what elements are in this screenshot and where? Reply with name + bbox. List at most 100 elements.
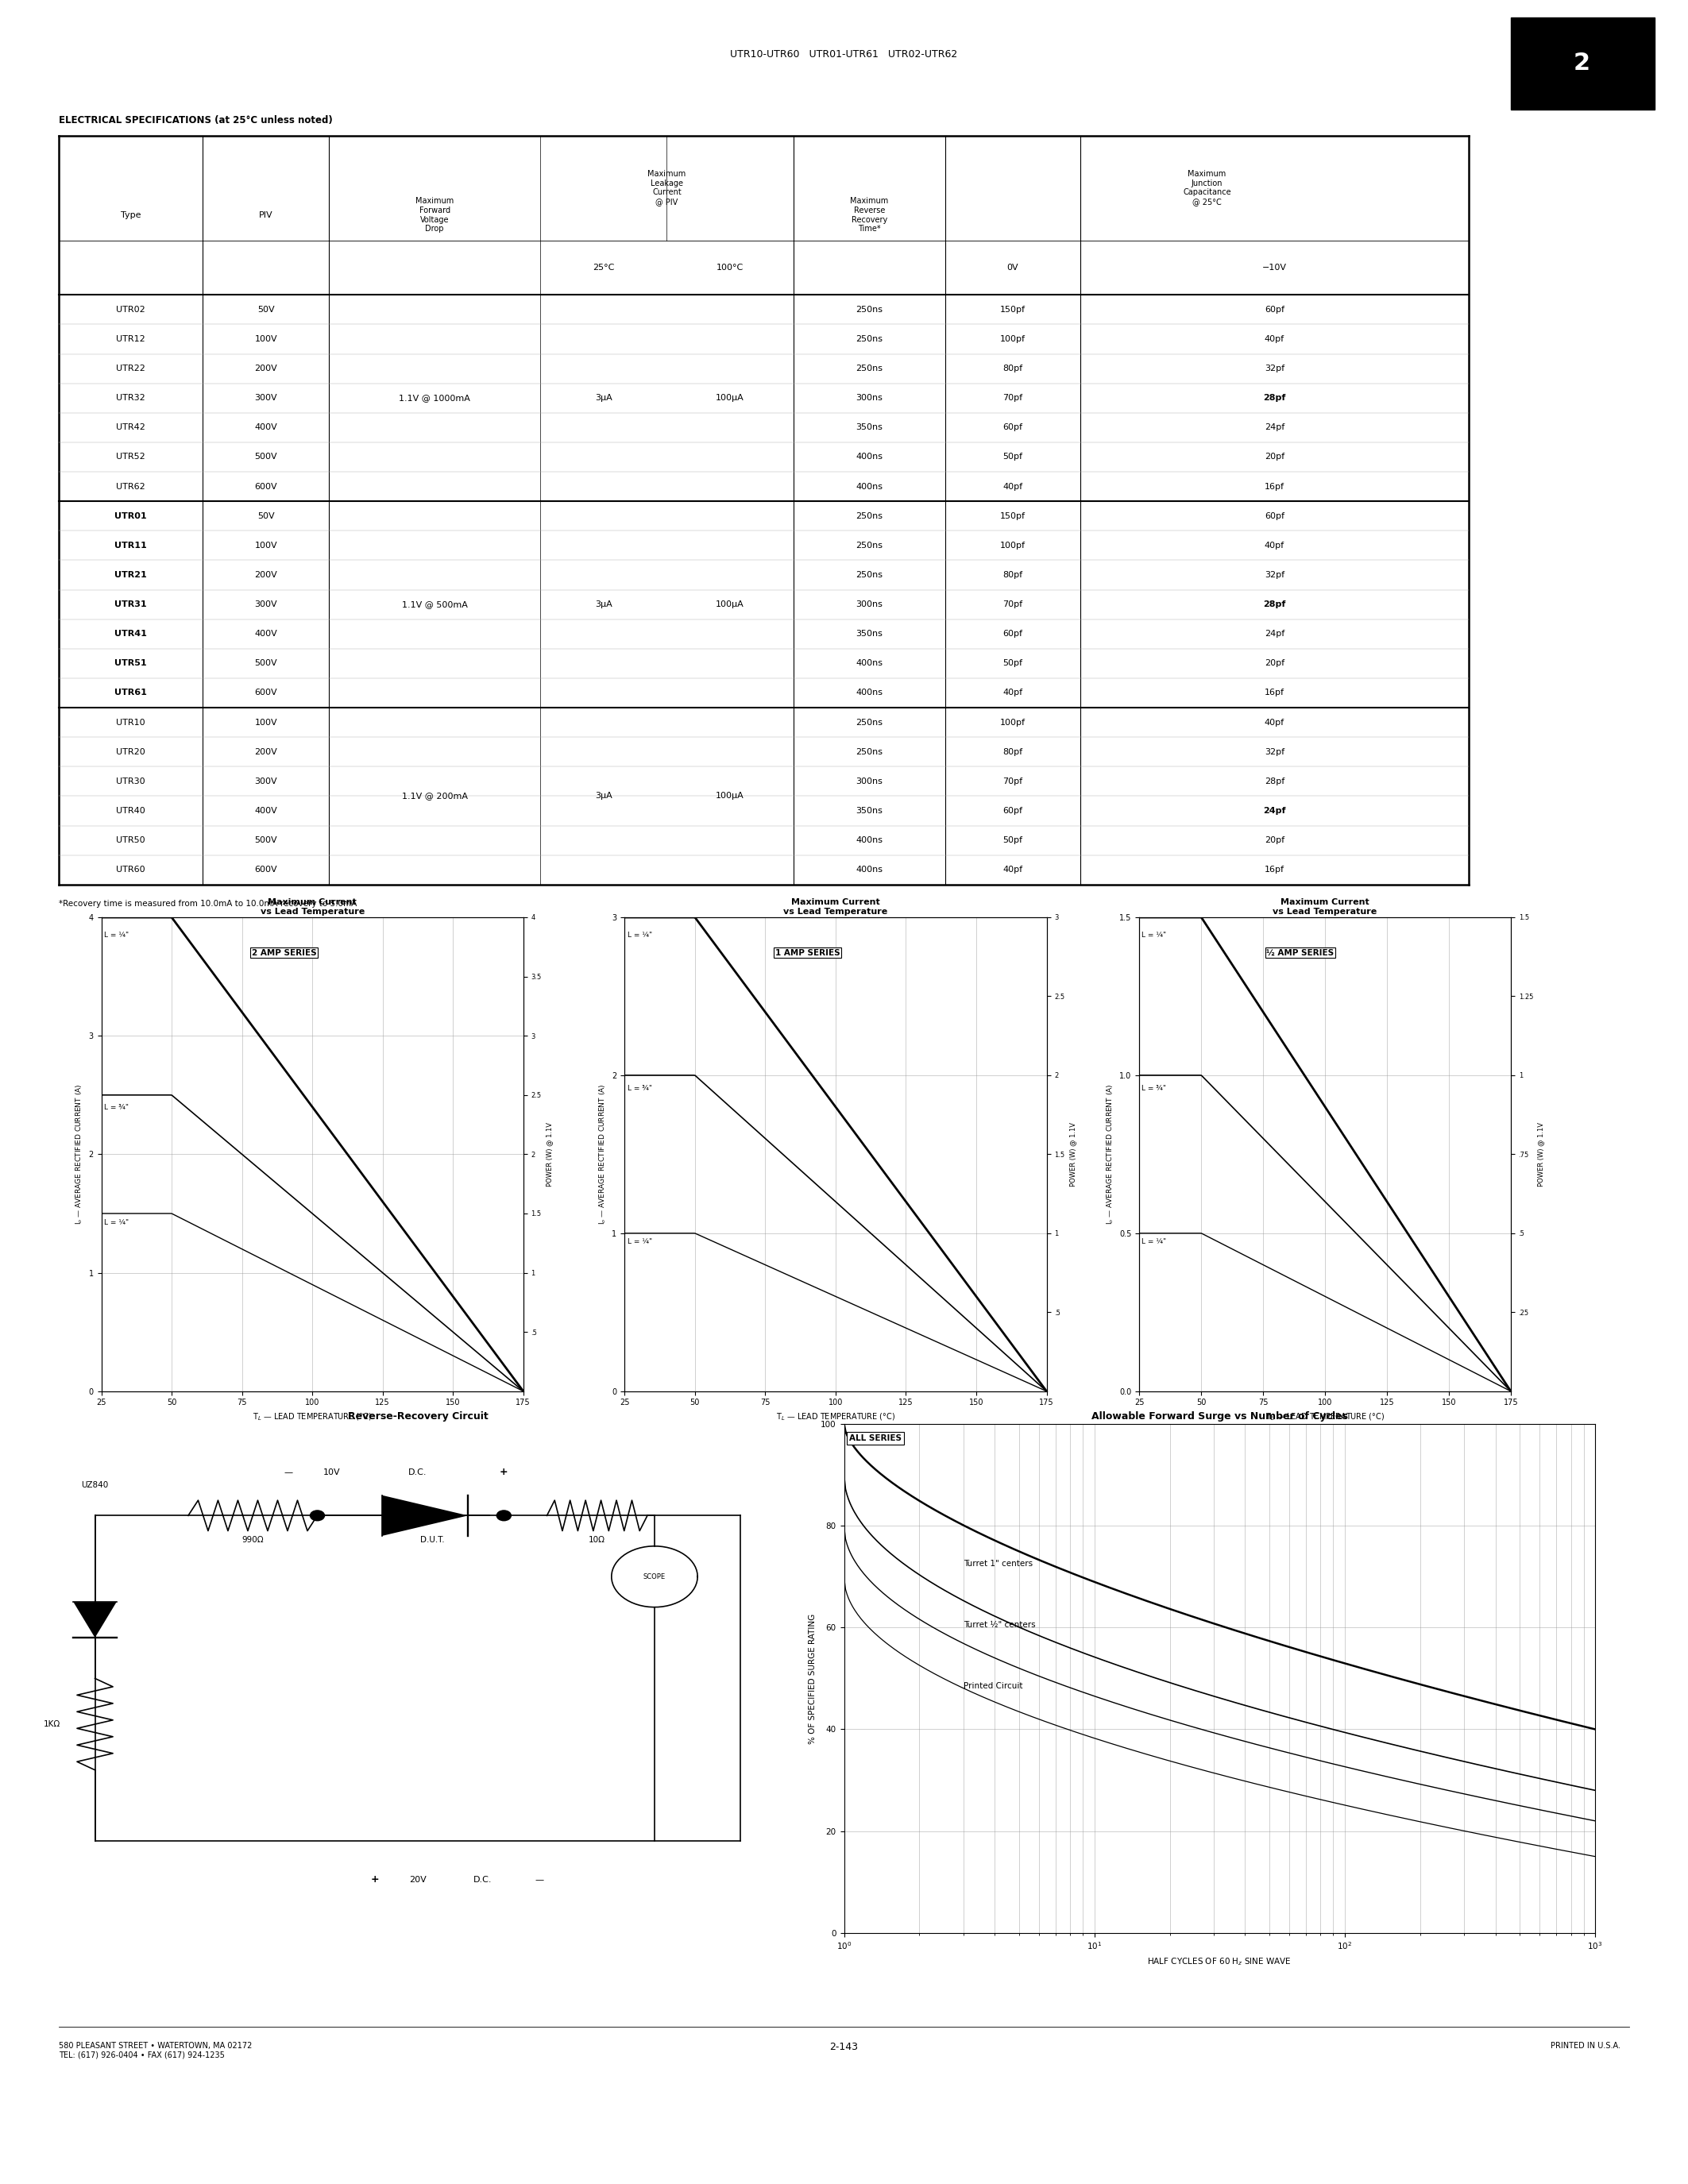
Text: Maximum
Junction
Capacitance
@ 25°C: Maximum Junction Capacitance @ 25°C: [1183, 170, 1231, 205]
Text: L = ¼": L = ¼": [628, 933, 652, 939]
Text: 400ns: 400ns: [856, 836, 883, 845]
Text: 20pf: 20pf: [1264, 660, 1285, 668]
Text: 70pf: 70pf: [1003, 601, 1023, 609]
Text: L = ¼": L = ¼": [1141, 1238, 1166, 1245]
Text: 16pf: 16pf: [1264, 865, 1285, 874]
Text: 300ns: 300ns: [856, 601, 883, 609]
Text: 400ns: 400ns: [856, 660, 883, 668]
Text: 200V: 200V: [255, 570, 277, 579]
Text: UTR12: UTR12: [116, 334, 145, 343]
Text: 1.1V @ 200mA: 1.1V @ 200mA: [402, 793, 468, 799]
Text: 500V: 500V: [255, 452, 277, 461]
Text: —: —: [535, 1876, 544, 1883]
Y-axis label: I$_o$ — AVERAGE RECTIFIED CURRENT (A): I$_o$ — AVERAGE RECTIFIED CURRENT (A): [598, 1083, 608, 1225]
Text: +: +: [500, 1468, 508, 1476]
Text: 20pf: 20pf: [1264, 836, 1285, 845]
Text: 600V: 600V: [255, 865, 277, 874]
Text: UTR51: UTR51: [115, 660, 147, 668]
Text: 300ns: 300ns: [856, 778, 883, 786]
Text: 80pf: 80pf: [1003, 365, 1023, 373]
Text: 16pf: 16pf: [1264, 483, 1285, 491]
Text: ALL SERIES: ALL SERIES: [849, 1435, 901, 1441]
Text: 250ns: 250ns: [856, 542, 883, 550]
Text: 350ns: 350ns: [856, 424, 883, 432]
Text: UTR32: UTR32: [116, 393, 145, 402]
Text: D.C.: D.C.: [408, 1468, 427, 1476]
Text: UTR11: UTR11: [115, 542, 147, 550]
Text: 3μA: 3μA: [594, 393, 613, 402]
Text: 3μA: 3μA: [594, 793, 613, 799]
Text: 350ns: 350ns: [856, 806, 883, 815]
Text: 300V: 300V: [255, 778, 277, 786]
Y-axis label: I$_o$ — AVERAGE RECTIFIED CURRENT (A): I$_o$ — AVERAGE RECTIFIED CURRENT (A): [1106, 1083, 1116, 1225]
Polygon shape: [381, 1496, 468, 1535]
Text: UTR41: UTR41: [115, 629, 147, 638]
Text: 80pf: 80pf: [1003, 747, 1023, 756]
Text: UTR10-UTR60   UTR01-UTR61   UTR02-UTR62: UTR10-UTR60 UTR01-UTR61 UTR02-UTR62: [731, 50, 957, 59]
Circle shape: [311, 1511, 324, 1520]
Y-axis label: POWER (W) @ 1.1V: POWER (W) @ 1.1V: [545, 1123, 554, 1186]
Text: 1.1V @ 1000mA: 1.1V @ 1000mA: [398, 393, 471, 402]
Text: 500V: 500V: [255, 660, 277, 668]
Text: L = ¼": L = ¼": [105, 933, 128, 939]
Bar: [1511, 17, 1654, 109]
Text: 100V: 100V: [255, 542, 277, 550]
Text: 10V: 10V: [322, 1468, 341, 1476]
Text: 1 AMP SERIES: 1 AMP SERIES: [775, 948, 841, 957]
Text: 400ns: 400ns: [856, 865, 883, 874]
Y-axis label: POWER (W) @ 1.1V: POWER (W) @ 1.1V: [1069, 1123, 1077, 1186]
Text: 100V: 100V: [255, 719, 277, 727]
Text: 100μA: 100μA: [716, 393, 744, 402]
Text: —: —: [284, 1468, 294, 1476]
Text: UTR20: UTR20: [116, 747, 145, 756]
Text: 40pf: 40pf: [1264, 542, 1285, 550]
Text: UTR42: UTR42: [116, 424, 145, 432]
Text: L = ¾": L = ¾": [628, 1085, 652, 1092]
Text: 400V: 400V: [255, 629, 277, 638]
Text: 60pf: 60pf: [1264, 306, 1285, 314]
Text: ½ AMP SERIES: ½ AMP SERIES: [1266, 948, 1334, 957]
Text: 100pf: 100pf: [999, 542, 1026, 550]
Text: 24pf: 24pf: [1264, 629, 1285, 638]
Text: UTR22: UTR22: [116, 365, 145, 373]
Text: 350ns: 350ns: [856, 629, 883, 638]
Title: Maximum Current
vs Lead Temperature: Maximum Current vs Lead Temperature: [260, 898, 365, 915]
Text: 2-143: 2-143: [830, 2042, 858, 2053]
Text: 32pf: 32pf: [1264, 365, 1285, 373]
Title: Maximum Current
vs Lead Temperature: Maximum Current vs Lead Temperature: [1273, 898, 1377, 915]
Text: 25°C: 25°C: [592, 264, 614, 271]
Text: Type: Type: [122, 212, 142, 218]
Text: 250ns: 250ns: [856, 747, 883, 756]
Text: UTR50: UTR50: [116, 836, 145, 845]
Text: 24pf: 24pf: [1264, 424, 1285, 432]
Text: 200V: 200V: [255, 747, 277, 756]
Text: 1.1V @ 500mA: 1.1V @ 500mA: [402, 601, 468, 609]
Text: 24pf: 24pf: [1263, 806, 1286, 815]
Text: 990Ω: 990Ω: [241, 1535, 263, 1544]
Text: PRINTED IN U.S.A.: PRINTED IN U.S.A.: [1551, 2042, 1620, 2051]
Text: 300V: 300V: [255, 393, 277, 402]
Text: 40pf: 40pf: [1264, 719, 1285, 727]
Text: 60pf: 60pf: [1003, 629, 1023, 638]
Text: 250ns: 250ns: [856, 365, 883, 373]
Text: 400ns: 400ns: [856, 452, 883, 461]
Text: UTR31: UTR31: [115, 601, 147, 609]
Text: L = ¼": L = ¼": [628, 1238, 652, 1245]
Text: Maximum
Leakage
Current
@ PIV: Maximum Leakage Current @ PIV: [648, 170, 685, 205]
Text: 100°C: 100°C: [716, 264, 744, 271]
Text: *Recovery time is measured from 10.0mA to 10.0mA recovery to 5.0mA: *Recovery time is measured from 10.0mA t…: [59, 900, 358, 909]
Text: UTR21: UTR21: [115, 570, 147, 579]
Text: D.C.: D.C.: [473, 1876, 491, 1883]
Text: L = ¾": L = ¾": [105, 1103, 128, 1112]
Text: Printed Circuit: Printed Circuit: [964, 1682, 1023, 1690]
Text: L = ¼": L = ¼": [105, 1219, 128, 1225]
X-axis label: T$_L$ — LEAD TEMPERATURE (°C): T$_L$ — LEAD TEMPERATURE (°C): [776, 1411, 895, 1422]
Text: UTR40: UTR40: [116, 806, 145, 815]
Text: 20pf: 20pf: [1264, 452, 1285, 461]
Text: 28pf: 28pf: [1263, 393, 1286, 402]
Text: 80pf: 80pf: [1003, 570, 1023, 579]
X-axis label: HALF CYCLES OF 60 H$_z$ SINE WAVE: HALF CYCLES OF 60 H$_z$ SINE WAVE: [1148, 1957, 1291, 1968]
Text: 3μA: 3μA: [594, 601, 613, 609]
Text: 250ns: 250ns: [856, 719, 883, 727]
Text: 40pf: 40pf: [1003, 483, 1023, 491]
